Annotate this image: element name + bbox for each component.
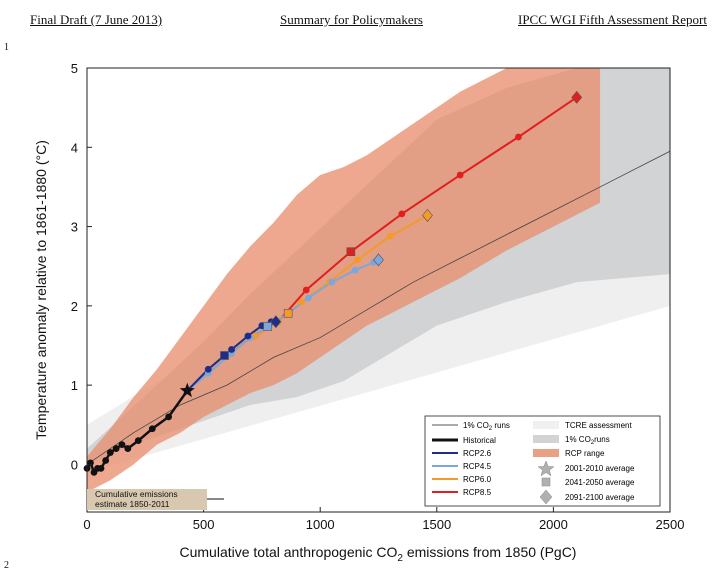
legend-historical: Historical — [463, 436, 496, 445]
diamond-2091-2100-rcp45 — [373, 253, 384, 267]
y-tick-label: 2 — [71, 299, 78, 314]
data-point-historical — [106, 449, 114, 456]
data-point-rcp45 — [328, 278, 336, 286]
data-point-historical — [97, 464, 105, 472]
legend-rcp-range-swatch — [533, 449, 559, 457]
data-point-rcp85 — [398, 210, 406, 218]
legend-rcp60: RCP6.0 — [463, 475, 492, 484]
legend-rcp45: RCP4.5 — [463, 462, 492, 471]
legend-rcp26: RCP2.6 — [463, 449, 492, 458]
legend-avg-2041: 2041-2050 average — [565, 478, 635, 487]
legend-co2-runs: 1% CO2 runs — [463, 421, 510, 432]
data-point-rcp85 — [456, 171, 464, 179]
legend-avg-2001: 2001-2010 average — [565, 464, 635, 473]
data-point-historical — [87, 459, 94, 467]
data-point-rcp85 — [302, 286, 310, 294]
legend-co2-range-swatch — [533, 435, 559, 443]
header-report-title: IPCC WGI Fifth Assessment Report — [518, 12, 707, 27]
y-tick-label: 3 — [71, 220, 78, 235]
x-tick-label: 0 — [83, 517, 90, 532]
data-point-rcp26 — [244, 332, 252, 340]
legend-box — [424, 415, 661, 507]
legend-diamond-icon — [539, 489, 553, 505]
annotation-line-2: estimate 1850-2011 — [95, 499, 170, 509]
legend-tcre-swatch — [533, 421, 559, 429]
line-number-1: 1 — [4, 42, 9, 53]
x-tick-label: 1500 — [422, 517, 451, 532]
header-date: Final Draft (7 June 2013) — [30, 12, 163, 27]
data-point-rcp26 — [228, 346, 235, 353]
square-2041-2050-rcp85 — [346, 247, 356, 257]
data-point-rcp45 — [351, 266, 359, 274]
legend-tcre: TCRE assessment — [565, 421, 632, 430]
y-tick-label: 1 — [71, 378, 78, 393]
data-point-rcp45 — [305, 294, 312, 302]
diamond-2091-2100-rcp26 — [270, 315, 282, 329]
line-number-2: 2 — [4, 560, 9, 571]
data-point-historical — [165, 413, 173, 421]
x-tick-label: 2500 — [656, 517, 685, 532]
legend-rcp85: RCP8.5 — [463, 488, 492, 497]
data-point-historical — [112, 445, 120, 452]
annotation-line-1: Cumulative emissions — [95, 489, 178, 499]
data-point-historical — [134, 437, 142, 445]
y-axis-label: Temperature anomaly relative to 1861-188… — [33, 140, 49, 440]
x-tick-label: 1000 — [306, 517, 335, 532]
data-point-historical — [102, 457, 110, 464]
square-2041-2050-rcp26 — [220, 351, 229, 360]
data-point-rcp85 — [515, 133, 522, 141]
x-axis-label: Cumulative total anthropogenic CO2 emiss… — [180, 544, 577, 564]
y-tick-label: 5 — [71, 61, 78, 76]
y-tick-label: 4 — [71, 140, 78, 155]
plot-frame — [86, 67, 671, 513]
legend-star-icon — [537, 460, 555, 477]
legend-co2-range: 1% CO2runs — [565, 435, 610, 446]
x-tick-label: 500 — [193, 517, 215, 532]
y-tick-label: 0 — [71, 457, 78, 472]
data-point-historical — [118, 441, 126, 449]
legend-rcp-range: RCP range — [565, 449, 605, 458]
data-point-historical — [124, 445, 132, 452]
data-point-rcp60 — [298, 298, 305, 306]
x-tick-label: 2000 — [539, 517, 568, 532]
data-point-rcp26 — [204, 365, 212, 373]
square-2041-2050-rcp45 — [263, 322, 272, 331]
square-2041-2050-rcp60 — [283, 308, 293, 318]
emissions-annotation: Cumulative emissions estimate 1850-2011 — [87, 489, 224, 510]
header-section-title: Summary for Policymakers — [280, 12, 423, 27]
co2-runs-mean-line — [87, 150, 670, 465]
data-point-rcp60 — [386, 232, 394, 240]
emissions-estimate-box — [87, 489, 207, 510]
diamond-2091-2100-rcp85 — [571, 90, 583, 104]
data-point-historical — [148, 425, 156, 433]
legend-avg-2091: 2091-2100 average — [565, 493, 635, 502]
legend-square-icon — [541, 477, 551, 487]
data-point-rcp60 — [354, 256, 361, 264]
star-2001-2010-historical — [179, 382, 195, 398]
legend: 1% CO2 runs Historical RCP2.6 RCP4.5 RCP… — [424, 415, 661, 507]
rcp-range-band — [87, 68, 601, 493]
diamond-2091-2100-rcp60 — [422, 209, 433, 222]
